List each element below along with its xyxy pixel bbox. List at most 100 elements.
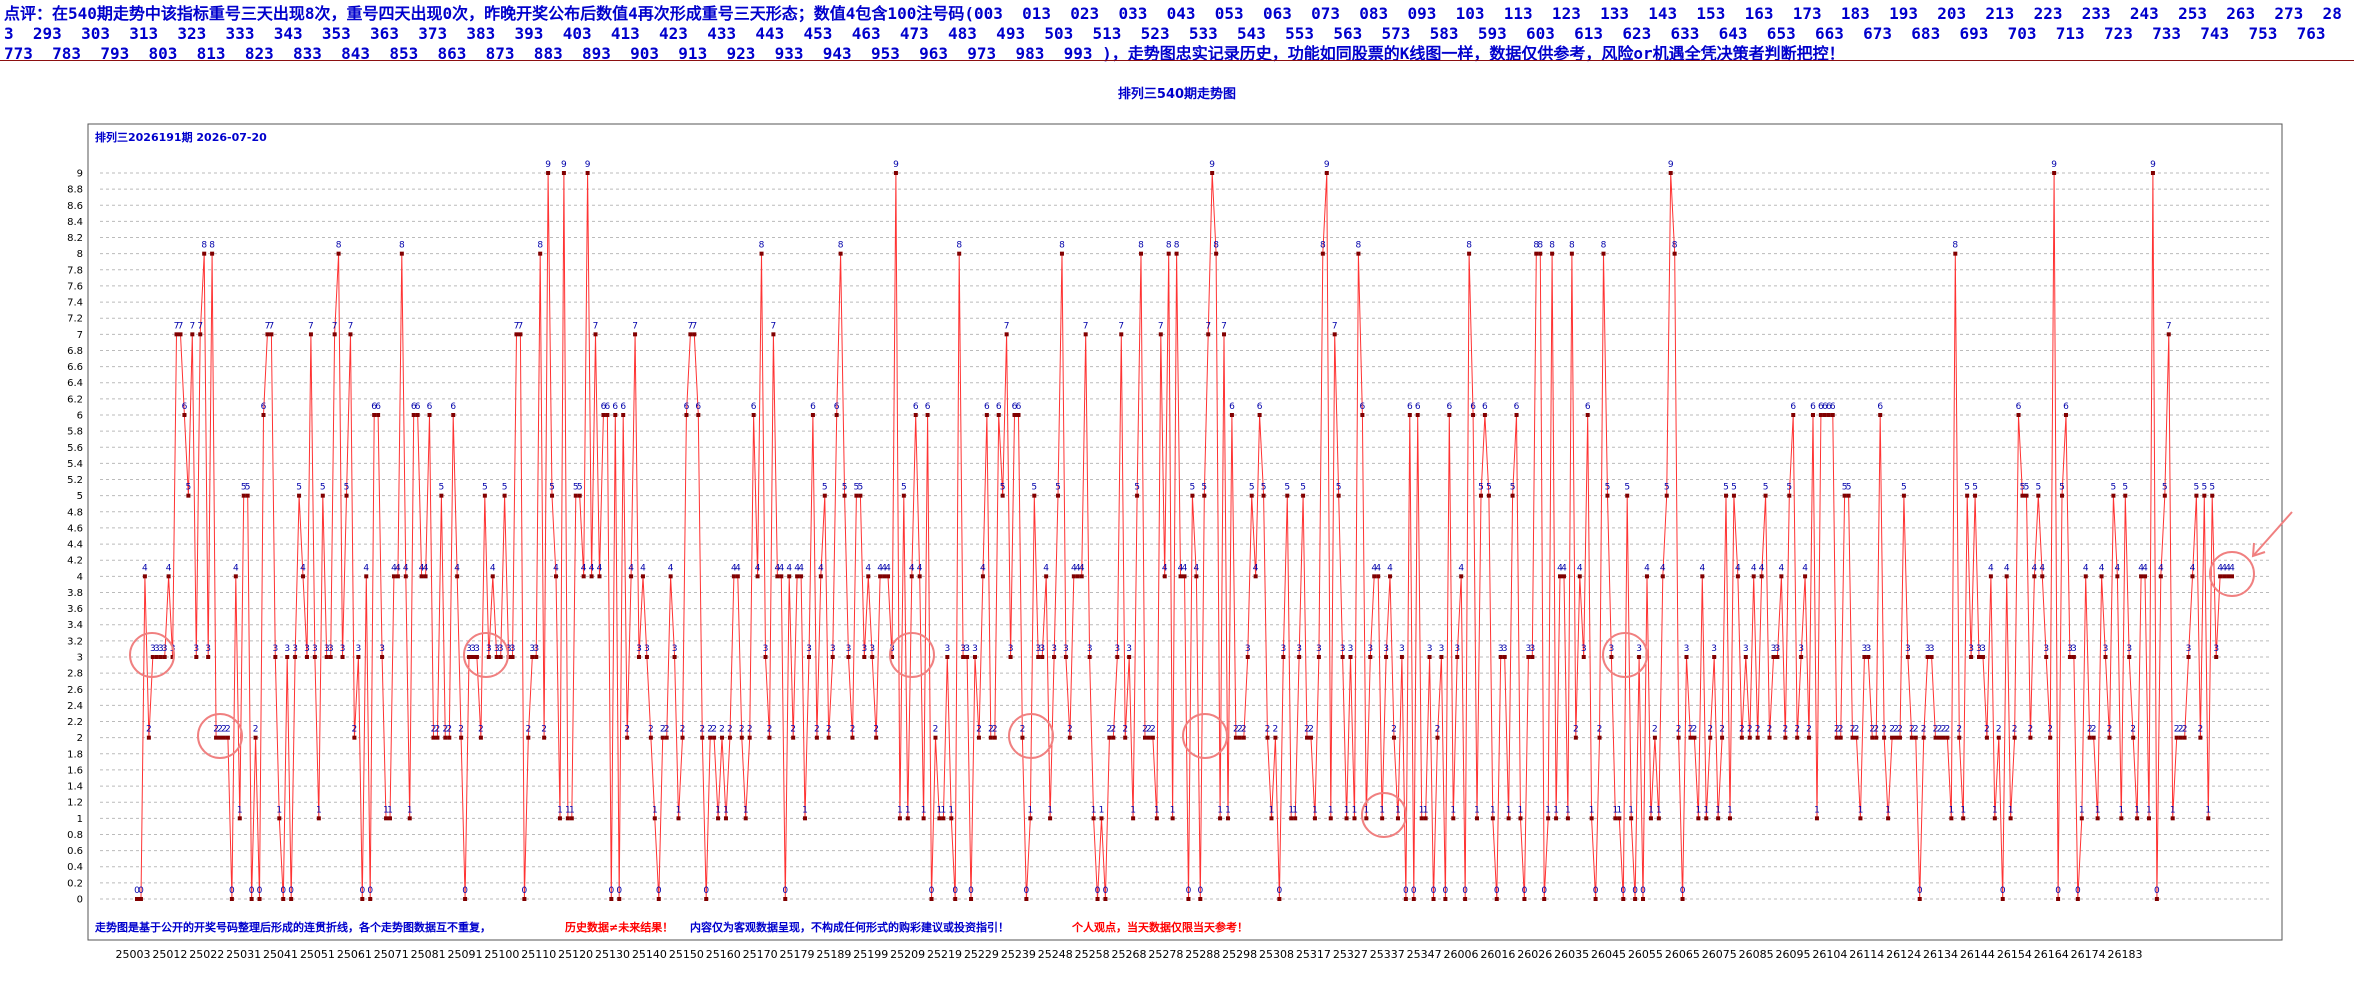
data-label: 1 [1288,805,1294,815]
data-label: 2 [1573,725,1579,735]
data-point [1724,493,1729,498]
data-point [1443,897,1448,901]
data-point [1984,735,1989,740]
data-label: 7 [514,321,520,331]
data-label: 8 [1320,241,1326,251]
data-point [1676,735,1681,740]
data-label: 5 [1261,483,1267,493]
x-tick-label: 25012 [152,948,187,961]
data-point [380,655,385,659]
data-label: 5 [186,483,192,493]
data-label: 0 [2075,886,2081,896]
x-tick-label: 26154 [1997,948,2032,961]
data-label: 3 [470,644,476,654]
data-point [838,251,843,256]
data-point [1218,816,1223,821]
data-label: 8 [956,241,962,251]
data-label: 2 [1719,725,1725,735]
data-label: 1 [1292,805,1298,815]
data-point [2166,332,2171,337]
data-point [577,493,582,498]
data-label: 3 [1862,644,1868,654]
data-label: 4 [233,563,239,573]
y-tick-label: 5.2 [67,475,83,486]
data-point [1320,251,1325,256]
data-point [961,655,966,659]
data-point [1384,655,1389,659]
data-point [917,574,922,579]
data-point [182,413,187,417]
data-label: 9 [2150,160,2156,170]
data-label: 2 [2087,725,2093,735]
data-label: 0 [929,886,935,896]
data-point [2131,735,2136,740]
data-point [913,413,918,417]
data-point [973,655,977,659]
data-label: 2 [660,725,666,735]
data-point [269,332,274,337]
data-point [787,574,792,579]
data-label: 5 [1964,483,1970,493]
data-label: 3 [1245,644,1251,654]
data-point [1921,735,1926,740]
data-label: 2 [826,725,832,735]
data-label: 3 [292,644,298,654]
data-label: 2 [2047,725,2053,735]
data-point [1222,332,1227,337]
data-point [609,897,614,901]
data-label: 4 [755,563,761,573]
data-label: 9 [1324,160,1330,170]
data-label: 2 [624,725,630,735]
data-label: 3 [972,644,978,654]
data-point [2218,574,2223,579]
data-label: 1 [1948,805,1954,815]
data-label: 1 [1545,805,1551,815]
data-label: 9 [1668,160,1674,170]
data-point [810,413,815,417]
data-label: 5 [1901,483,1907,493]
y-tick-label: 2.6 [67,685,83,696]
data-label: 5 [1284,483,1290,493]
data-label: 1 [1648,805,1654,815]
data-label: 2 [146,725,152,735]
data-label: 3 [869,644,875,654]
data-point [431,735,436,740]
y-tick-label: 7.8 [67,265,83,276]
x-tick-label: 25140 [632,948,667,961]
data-label: 1 [387,805,393,815]
data-label: 5 [1055,483,1061,493]
data-point [1901,493,1906,498]
data-point [1826,413,1831,417]
data-label: 1 [1027,805,1033,815]
data-label: 6 [1514,402,1520,412]
x-tick-label: 26035 [1554,948,1589,961]
data-point [554,574,558,579]
data-label: 2 [525,725,531,735]
data-label: 3 [1925,644,1931,654]
data-point [1854,735,1859,740]
x-tick-label: 26026 [1517,948,1552,961]
data-point [1210,171,1215,175]
data-point [387,816,392,821]
data-label: 3 [1775,644,1781,654]
data-point [2036,493,2041,498]
data-point [771,332,776,337]
data-label: 2 [873,725,879,735]
data-label: 1 [802,805,808,815]
x-tick-label: 25130 [595,948,630,961]
data-label: 1 [2008,805,2014,815]
data-label: 4 [885,563,891,573]
chart-title: 排列三540期走势图 [1117,87,1237,102]
data-point [1186,897,1191,901]
data-label: 4 [581,563,587,573]
data-label: 0 [1541,886,1547,896]
data-point [328,655,333,659]
top-divider [0,60,2354,61]
x-tick-label: 25003 [116,948,151,961]
data-point [166,574,171,579]
data-label: 1 [1217,805,1223,815]
data-point [225,735,230,740]
data-label: 3 [806,644,812,654]
data-point [301,574,306,579]
data-label: 5 [1000,483,1006,493]
